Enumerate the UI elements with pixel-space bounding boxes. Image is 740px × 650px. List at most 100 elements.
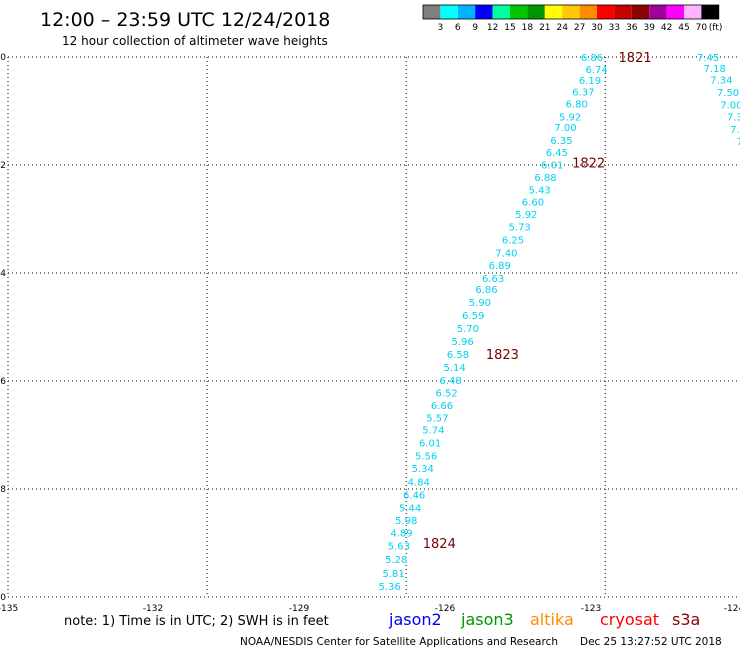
swh-value: 5.14 xyxy=(443,363,465,374)
colorbar-label: 36 xyxy=(626,23,638,33)
swh-value: 6.59 xyxy=(462,311,484,322)
colorbar-label: 42 xyxy=(661,23,672,33)
lon-tick-label: -135 xyxy=(0,604,18,614)
swh-value: 7.37 xyxy=(727,112,740,123)
colorbar-label: 15 xyxy=(504,23,515,33)
colorbar-label: 30 xyxy=(591,23,603,33)
colorbar-label: 70 xyxy=(696,23,708,33)
swh-value: 6.25 xyxy=(502,236,524,247)
colorbar: 3 6 9 12 15 18 21 24 27 30 33 36 39 42 45 70 (ft) xyxy=(422,4,723,33)
swh-value: 5.43 xyxy=(528,185,550,196)
swh-value: 6.80 xyxy=(566,99,588,110)
lat-tick-label: -12 xyxy=(0,161,6,171)
swh-value: 6.01 xyxy=(419,439,441,450)
swh-value: 5.57 xyxy=(426,414,448,425)
colorbar-swatch xyxy=(544,5,563,19)
colorbar-swatch xyxy=(701,5,719,19)
colorbar-swatch xyxy=(527,5,545,19)
axis-ticks: -135 -132 -129 -126 -123 -124 -10 -12 -14 -16 -18 -… xyxy=(0,53,740,614)
colorbar-label: 21 xyxy=(539,23,550,33)
colorbar-swatch xyxy=(510,5,528,19)
colorbar-swatch xyxy=(440,5,458,19)
time-label: 1823 xyxy=(486,348,519,363)
colorbar-swatch xyxy=(614,5,632,19)
timestamp-text: Dec 25 13:27:52 UTC 2018 xyxy=(580,636,722,648)
colorbar-frame xyxy=(422,4,720,20)
swh-value: 6.88 xyxy=(534,173,556,184)
lat-tick-label: -18 xyxy=(0,485,6,495)
colorbar-swatch xyxy=(631,5,650,19)
colorbar-swatch xyxy=(684,5,702,19)
swh-value: 5.73 xyxy=(509,223,531,234)
lat-tick-label: -16 xyxy=(0,377,6,387)
satellite-legend-jason2: jason2 xyxy=(388,610,442,629)
colorbar-swatch xyxy=(597,5,615,19)
colorbar-swatch xyxy=(649,5,667,19)
swh-value: 6.48 xyxy=(440,376,462,387)
lon-tick-label: -124 xyxy=(724,604,740,614)
swh-track: 6.866.746.196.376.805.927.006.356.456.01… xyxy=(378,53,740,593)
colorbar-swatch xyxy=(475,5,493,19)
colorbar-swatch xyxy=(666,5,684,19)
colorbar-label: 24 xyxy=(556,23,568,33)
swh-value: 6.86 xyxy=(475,285,497,296)
colorbar-swatch xyxy=(562,5,580,19)
swh-value: 7.25 xyxy=(730,125,740,136)
swh-value: 5.92 xyxy=(515,210,537,221)
swh-value: 5.36 xyxy=(378,582,400,593)
swh-value: 5.70 xyxy=(457,324,479,335)
swh-value: 7.00 xyxy=(720,101,740,112)
lat-tick-label: -20 xyxy=(0,593,6,603)
swh-value: 4.89 xyxy=(390,529,412,540)
lon-tick-label: -132 xyxy=(143,604,163,614)
swh-value: 6.74 xyxy=(586,65,608,76)
lat-tick-label: -14 xyxy=(0,269,6,279)
lat-tick-label: -10 xyxy=(0,53,6,63)
swh-value: 6.01 xyxy=(541,160,563,171)
time-labels: 18211822182318241 xyxy=(423,51,652,552)
swh-value: 6.45 xyxy=(546,148,568,159)
colorbar-unit: (ft) xyxy=(709,23,723,33)
colorbar-label: 45 xyxy=(678,23,689,33)
swh-value: 6.37 xyxy=(572,88,594,99)
swh-value: 5.98 xyxy=(395,516,417,527)
note-text: note: 1) Time is in UTC; 2) SWH is in fe… xyxy=(64,614,329,629)
colorbar-label: 3 xyxy=(438,23,444,33)
swh-value: 5.34 xyxy=(412,464,434,475)
map-grid xyxy=(7,56,738,598)
credit-text: NOAA/NESDIS Center for Satellite Applica… xyxy=(240,636,558,648)
swh-value: 6.60 xyxy=(522,198,544,209)
swh-value: 7.18 xyxy=(704,64,726,75)
swh-value: 7.50 xyxy=(717,88,739,99)
swh-value: 5.90 xyxy=(469,298,491,309)
swh-value: 6.86 xyxy=(581,53,603,64)
satellite-legend: jason2 jason3 altika cryosat s3a xyxy=(388,610,700,629)
colorbar-label: 33 xyxy=(609,23,620,33)
swh-value: 5.74 xyxy=(422,426,444,437)
lon-tick-label: -126 xyxy=(435,604,456,614)
time-label: 1821 xyxy=(619,51,652,66)
satellite-legend-jason3: jason3 xyxy=(460,610,514,629)
colorbar-swatch xyxy=(492,5,510,19)
swh-value: 6.58 xyxy=(447,350,469,361)
swh-value: 6.46 xyxy=(403,490,425,501)
lon-tick-label: -129 xyxy=(289,604,310,614)
colorbar-label: 18 xyxy=(522,23,534,33)
swh-value: 5.44 xyxy=(399,503,421,514)
lon-tick-label: -123 xyxy=(581,604,601,614)
swh-value: 7.45 xyxy=(697,53,719,64)
colorbar-label: 39 xyxy=(643,23,655,33)
swh-value: 5.28 xyxy=(385,555,407,566)
colorbar-label: 12 xyxy=(487,23,498,33)
map-title: 12:00 – 23:59 UTC 12/24/2018 xyxy=(40,9,330,31)
satellite-legend-altika: altika xyxy=(530,610,574,629)
satellite-legend-s3a: s3a xyxy=(672,610,700,629)
time-label: 1822 xyxy=(572,156,605,171)
swh-value: 5.96 xyxy=(451,337,473,348)
colorbar-swatch xyxy=(579,5,597,19)
swh-value: 4.84 xyxy=(408,477,430,488)
swh-value: 7.00 xyxy=(554,123,576,134)
swh-value: 5.63 xyxy=(388,542,410,553)
swh-value: 6.19 xyxy=(579,76,601,87)
